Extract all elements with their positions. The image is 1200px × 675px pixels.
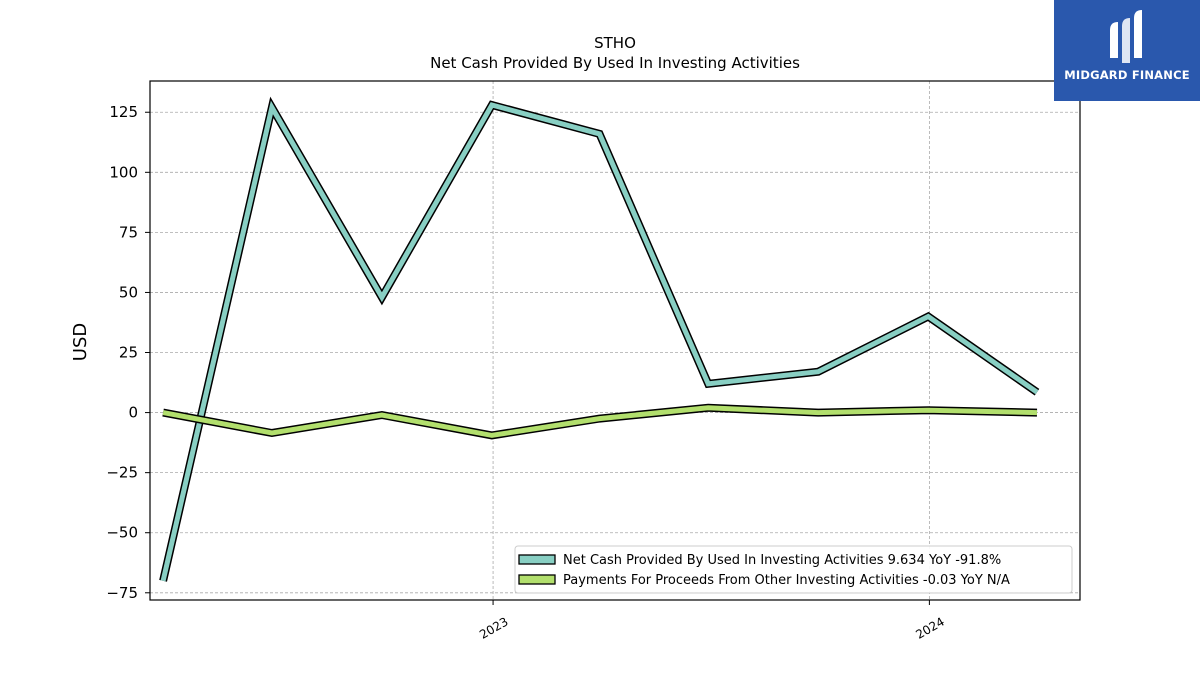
chart-title: STHO: [594, 34, 636, 52]
chart-subtitle: Net Cash Provided By Used In Investing A…: [430, 54, 800, 72]
x-tick-label: 2024: [913, 614, 946, 641]
y-tick-label: 100: [109, 163, 138, 181]
grid-lines: [150, 81, 1080, 600]
series-lines: [159, 96, 1040, 582]
brand-name: MIDGARD FINANCE: [1064, 68, 1190, 82]
y-tick-label: 25: [119, 344, 138, 362]
y-tick-label: 125: [109, 103, 138, 121]
x-axis-ticks: 2023 2024: [477, 600, 947, 642]
legend-series-stat: 9.634 YoY -91.8%: [884, 553, 1002, 568]
series-line: [160, 100, 1039, 582]
legend: Net Cash Provided By Used In Investing A…: [514, 545, 1073, 594]
midgard-logo-icon: [1110, 10, 1142, 63]
legend-swatch: [518, 554, 556, 565]
y-tick-label: 50: [119, 283, 138, 301]
y-tick-label: 0: [128, 404, 138, 422]
plot-frame: [149, 80, 1081, 601]
y-tick-label: −25: [106, 464, 138, 482]
legend-box: [514, 545, 1073, 594]
y-tick-label: −75: [106, 584, 138, 602]
series-outline: [159, 96, 1040, 582]
midgard-finance-logo: MIDGARD FINANCE: [1054, 0, 1200, 101]
y-tick-label: 75: [119, 223, 138, 241]
legend-swatch: [518, 574, 556, 585]
legend-entry: Payments For Proceeds From Other Investi…: [563, 573, 1010, 588]
y-tick-label: −50: [106, 524, 138, 542]
legend-series-name: Net Cash Provided By Used In Investing A…: [563, 553, 884, 568]
y-axis-ticks: 125 100 75 50 25 0 −25 −50 −75: [106, 103, 150, 602]
x-tick-label: 2023: [477, 614, 510, 641]
legend-series-stat: -0.03 YoY N/A: [919, 573, 1010, 588]
y-axis-label: USD: [70, 323, 91, 361]
legend-series-name: Payments For Proceeds From Other Investi…: [563, 573, 919, 588]
legend-entry: Net Cash Provided By Used In Investing A…: [563, 553, 1001, 568]
